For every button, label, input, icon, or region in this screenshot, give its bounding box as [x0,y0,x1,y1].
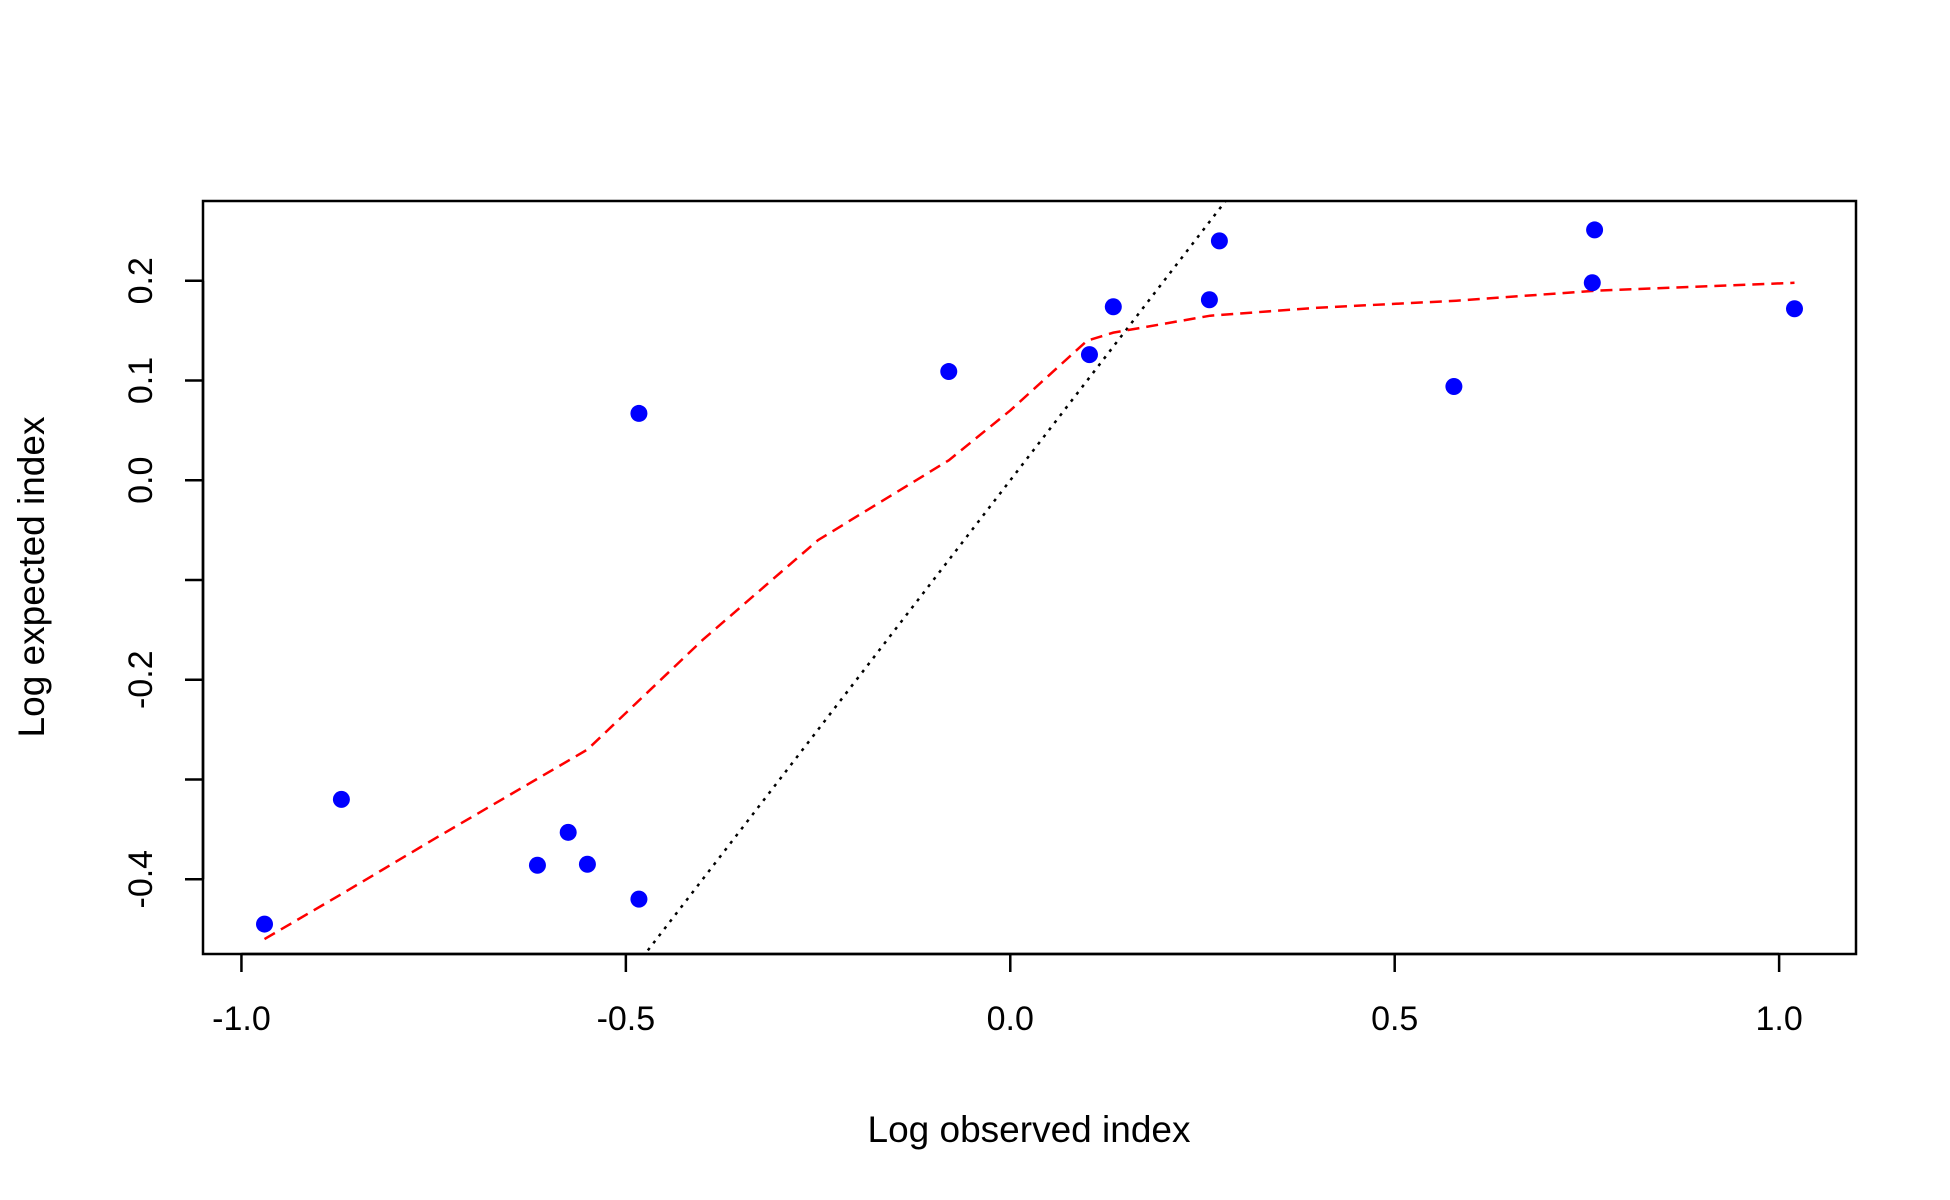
y-tick-label: 0.0 [122,457,160,504]
data-point [256,915,274,933]
data-point [1104,298,1122,316]
x-tick-label: -1.0 [212,1000,271,1038]
points-layer [256,221,1803,933]
lines-layer [263,201,1795,954]
data-point [1785,300,1803,318]
data-point [1445,378,1463,396]
x-axis: -1.0 -0.5 0.0 0.5 1.0 [212,952,1803,1038]
identity-line [643,201,1228,954]
x-axis-title: Log observed index [868,1109,1191,1150]
y-tick-label: 0.1 [122,357,160,404]
smooth-line [263,281,1795,941]
x-tick-label: 0.0 [987,1000,1034,1038]
data-point [1583,274,1601,292]
data-point [559,823,577,841]
data-point [332,790,350,808]
y-tick-label: -0.2 [122,650,160,709]
x-tick-label: 0.5 [1371,1000,1418,1038]
plot-frame [201,199,1858,956]
y-axis: -0.4 -0.2 0.0 0.1 0.2 [122,257,205,909]
data-point [1210,232,1228,250]
x-tick-label: -0.5 [597,1000,656,1038]
data-point [578,855,596,873]
y-axis-title: Log expected index [11,416,52,737]
y-tick-label: 0.2 [122,257,160,304]
data-point [630,404,648,422]
data-point [528,856,546,874]
data-point [1200,291,1218,309]
x-tick-label: 1.0 [1755,1000,1802,1038]
data-point [1080,346,1098,364]
y-tick-label: -0.4 [122,850,160,909]
data-point [1586,221,1604,239]
data-point [630,890,648,908]
data-point [940,363,958,381]
